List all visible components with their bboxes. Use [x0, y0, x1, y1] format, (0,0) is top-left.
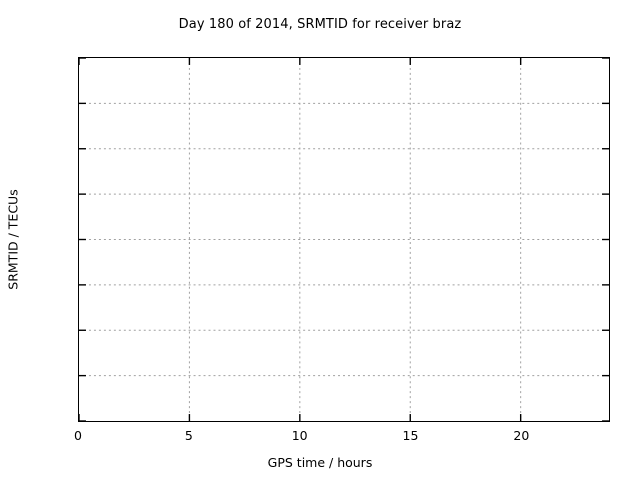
scatter-points-layer — [79, 58, 609, 421]
x-tick-label: 20 — [513, 428, 530, 443]
x-axis-label: GPS time / hours — [267, 455, 373, 470]
y-axis-label: SRMTID / TECUs — [5, 189, 21, 290]
chart-title: Day 180 of 2014, SRMTID for receiver bra… — [178, 17, 462, 32]
plot-area — [78, 57, 610, 422]
x-tick-label: 15 — [402, 428, 419, 443]
x-tick-label: 5 — [184, 428, 193, 443]
x-tick-label: 10 — [291, 428, 308, 443]
x-tick-label: 0 — [74, 428, 82, 443]
grid-lines — [79, 58, 609, 421]
